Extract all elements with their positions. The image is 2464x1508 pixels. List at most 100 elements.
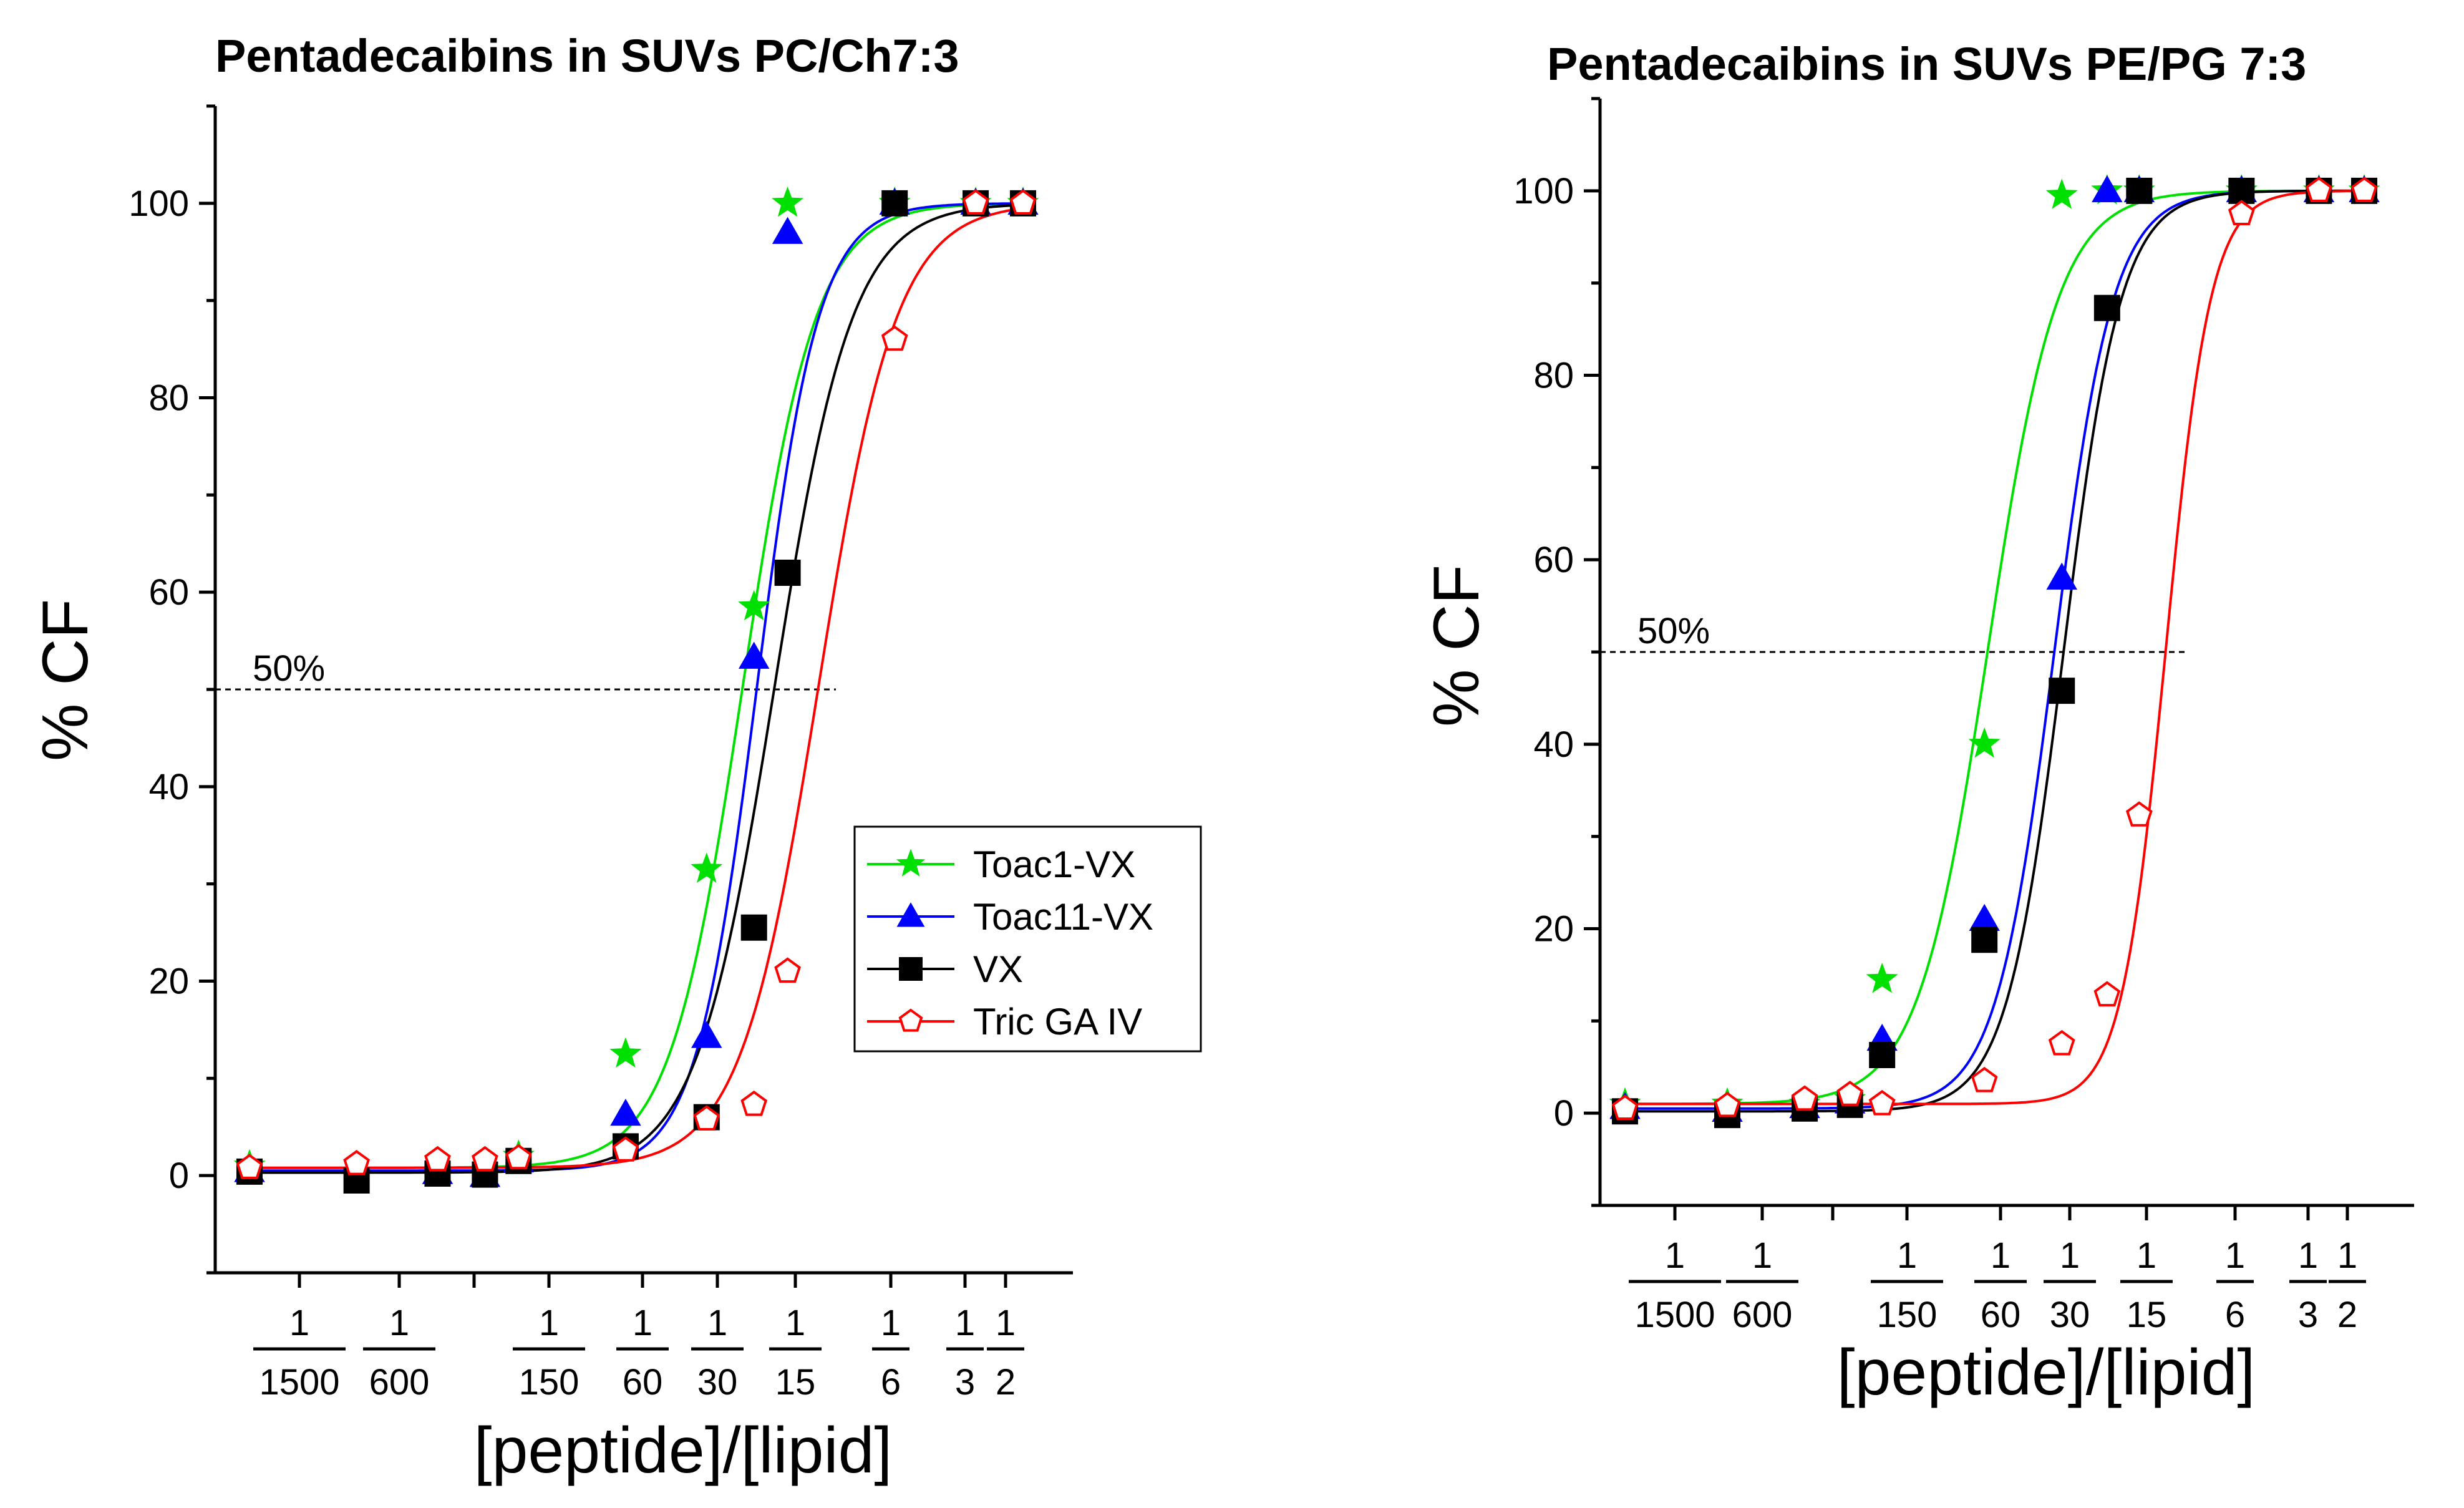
x-tick-denominator: 3 (955, 1362, 975, 1403)
data-point-toac1-vx (691, 852, 723, 883)
data-point-tric-ga-iv (2228, 200, 2255, 225)
x-tick-label: 160 (1974, 1235, 2027, 1335)
x-tick-numerator: 1 (1665, 1235, 1685, 1276)
x-tick-numerator: 1 (289, 1303, 309, 1343)
x-tick-numerator: 1 (707, 1303, 727, 1343)
x-tick-denominator: 600 (369, 1362, 430, 1403)
x-tick-denominator: 30 (697, 1362, 738, 1403)
x-tick-denominator: 60 (1981, 1295, 2021, 1335)
x-tick-numerator: 1 (2137, 1235, 2156, 1276)
data-point-tric-ga-iv (881, 325, 908, 351)
legend-marker (899, 957, 923, 981)
data-point-vx (774, 560, 801, 586)
x-tick-denominator: 30 (2050, 1295, 2090, 1335)
x-tick-denominator: 6 (881, 1362, 901, 1403)
x-tick-denominator: 1500 (1634, 1295, 1715, 1335)
x-tick-denominator: 2 (2337, 1295, 2357, 1335)
data-point-tric-ga-iv (2093, 981, 2121, 1007)
data-point-vx (740, 914, 767, 941)
data-point-tric-ga-iv (962, 189, 989, 215)
data-point-vx (2126, 177, 2153, 204)
data-point-tric-ga-iv (2306, 177, 2332, 202)
data-point-tric-ga-iv (740, 1090, 768, 1116)
data-point-tric-ga-iv (505, 1144, 532, 1170)
data-point-toac1-vx (2045, 178, 2078, 209)
data-point-tric-ga-iv (1791, 1085, 1818, 1111)
fit-curve-toac11-vx (1625, 189, 2364, 1110)
data-point-toac11-vx (610, 1098, 641, 1126)
x-tick-denominator: 15 (775, 1362, 816, 1403)
data-point-vx (881, 190, 908, 216)
x-tick-numerator: 1 (389, 1303, 409, 1343)
x-tick-denominator: 2 (996, 1362, 1016, 1403)
data-point-toac11-vx (738, 641, 770, 669)
data-point-toac1-vx (1866, 962, 1898, 993)
data-points (1609, 173, 2380, 1129)
x-tick-numerator: 1 (1752, 1235, 1772, 1276)
data-point-tric-ga-iv (472, 1146, 498, 1172)
data-point-tric-ga-iv (1009, 189, 1037, 215)
y-tick-label: 20 (1533, 909, 1574, 950)
x-tick-numerator: 1 (2298, 1235, 2318, 1276)
data-point-toac11-vx (2092, 175, 2123, 203)
x-tick-numerator: 1 (539, 1303, 559, 1343)
fit-curve-tric-ga-iv (1625, 190, 2365, 1106)
x-tick-numerator: 1 (1897, 1235, 1917, 1276)
data-point-tric-ga-iv (693, 1105, 720, 1131)
data-point-toac11-vx (1969, 903, 2000, 931)
legend-marker (896, 902, 925, 927)
y-tick-label: 100 (129, 183, 189, 224)
y-tick-label: 60 (148, 572, 189, 613)
data-point-vx (2228, 177, 2255, 204)
y-axis-title: % CF (1420, 565, 1493, 727)
x-axis-title: [peptide]/[lipid] (474, 1414, 893, 1487)
legend: Toac1-VX Toac11-VX VX Tric GA IV (853, 825, 1202, 1053)
reference-line-label: 50% (1637, 611, 1710, 651)
x-tick-denominator: 1500 (259, 1362, 339, 1403)
x-tick-numerator: 1 (955, 1303, 975, 1343)
y-axis-title: % CF (29, 599, 102, 761)
x-tick-label: 115 (769, 1303, 822, 1403)
x-tick-denominator: 15 (2127, 1295, 2167, 1335)
legend-entry-label: Toac1-VX (973, 844, 1135, 885)
y-tick-label: 0 (169, 1155, 189, 1196)
data-point-tric-ga-iv (1714, 1091, 1741, 1117)
x-tick-denominator: 150 (1877, 1295, 1938, 1335)
x-tick-label: 115 (2120, 1235, 2173, 1335)
data-point-tric-ga-iv (1971, 1066, 1998, 1092)
x-tick-numerator: 1 (1991, 1235, 2010, 1276)
data-point-tric-ga-iv (1611, 1094, 1639, 1120)
data-point-vx (2049, 678, 2075, 704)
x-tick-numerator: 1 (996, 1303, 1016, 1343)
data-point-toac11-vx (772, 216, 803, 244)
x-axis-title: [peptide]/[lipid] (1837, 1336, 2256, 1409)
x-tick-denominator: 6 (2225, 1295, 2245, 1335)
y-tick-label: 80 (1533, 356, 1574, 396)
data-point-toac1-vx (609, 1037, 642, 1068)
data-point-toac11-vx (2046, 562, 2077, 590)
x-tick-label: 13 (946, 1303, 984, 1403)
x-tick-denominator: 600 (1732, 1295, 1793, 1335)
x-tick-label: 160 (616, 1303, 669, 1403)
x-tick-denominator: 3 (2298, 1295, 2318, 1335)
x-tick-label: 1 1500 (1629, 1235, 1721, 1335)
legend-entry-label: Toac11-VX (973, 896, 1153, 938)
chart-pc-ch: Pentadecaibins in SUVs PC/Ch7:3 [peptide… (29, 30, 1202, 1487)
y-tick-label: 80 (148, 378, 189, 419)
data-point-vx (1971, 927, 1998, 953)
reference-line-group: 50% (1600, 611, 2186, 653)
legend-entry-label: Tric GA IV (973, 1001, 1142, 1043)
x-tick-numerator: 1 (2225, 1235, 2245, 1276)
y-tick-label: 60 (1533, 540, 1574, 580)
data-point-tric-ga-iv (424, 1146, 451, 1172)
legend-marker (896, 849, 926, 877)
data-point-toac1-vx (1968, 727, 2001, 758)
data-point-toac1-vx (738, 590, 770, 621)
reference-line-group: 50% (215, 648, 836, 691)
